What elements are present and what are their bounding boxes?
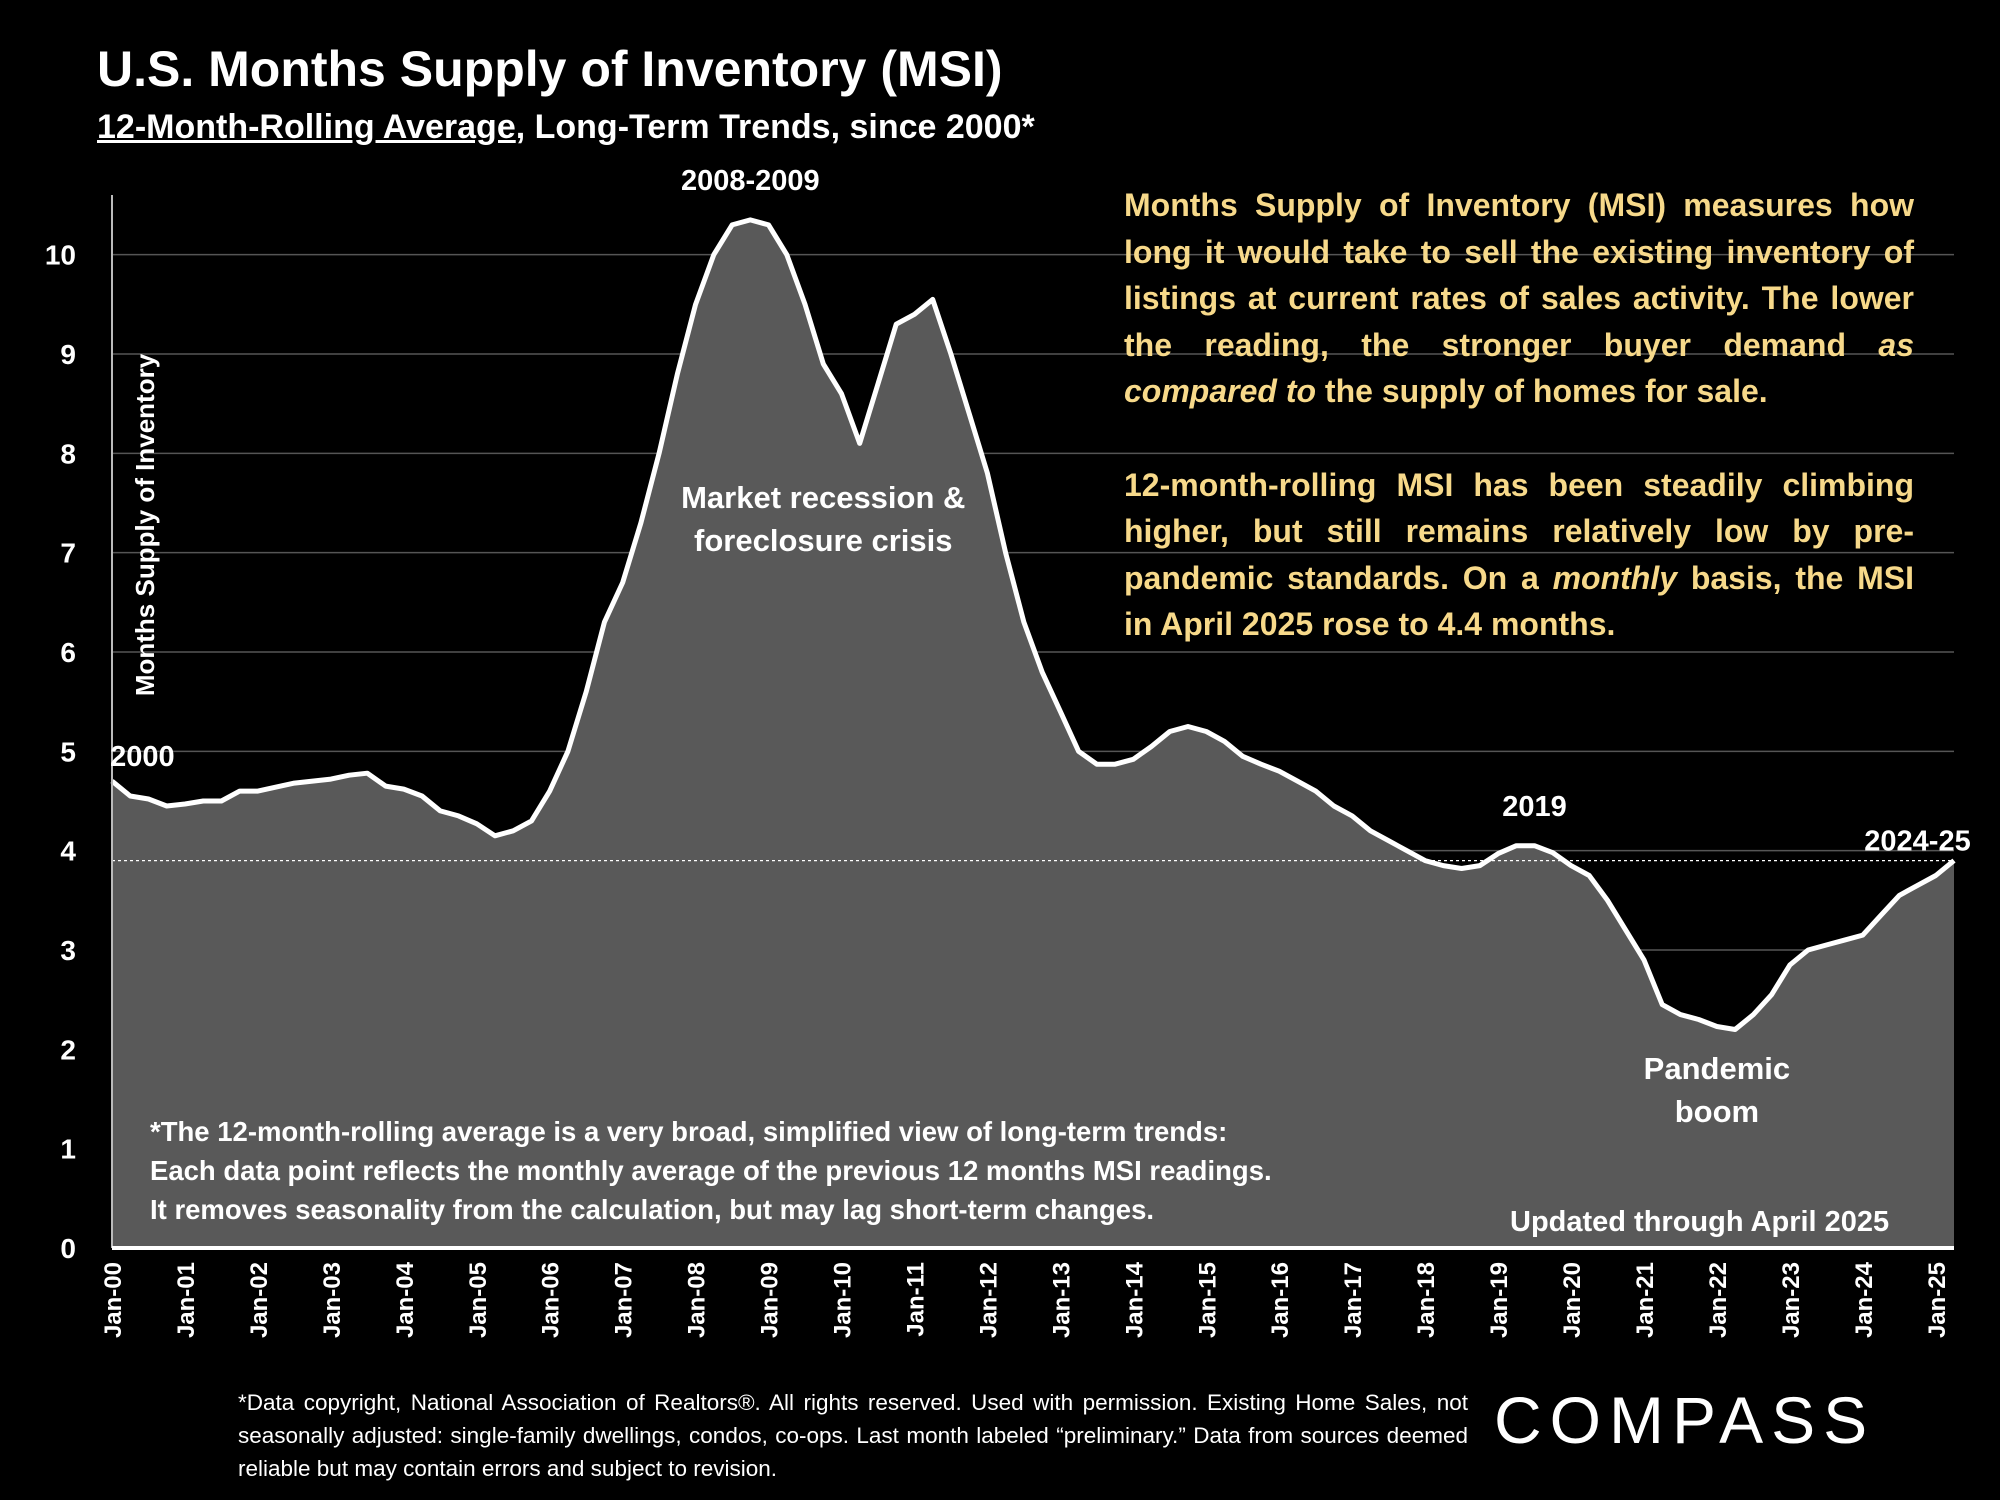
x-tick-label: Jan-21 (1632, 1262, 1659, 1338)
y-tick-label: 0 (60, 1233, 76, 1264)
chart-title: U.S. Months Supply of Inventory (MSI) (97, 41, 1003, 97)
updated-through-label: Updated through April 2025 (1510, 1206, 1890, 1238)
explanation-p1-italic: as compared to (1124, 326, 1914, 410)
x-tick-label: Jan-07 (611, 1262, 638, 1338)
compass-logo: COMPASS (1494, 1383, 1876, 1457)
y-axis-label: Months Supply of Inventory (130, 353, 160, 696)
annotation-label: Pandemic (1644, 1051, 1790, 1086)
chart-subtitle: 12-Month-Rolling Average, Long-Term Tren… (97, 108, 1035, 147)
explanation-p2-b: basis, the MSI in April 2025 rose to 4.4… (1124, 559, 1915, 643)
explanation-p2-italic: monthly (1552, 559, 1678, 596)
explanation-paragraph-1: Months Supply of Inventory (MSI) measure… (1124, 182, 1914, 415)
x-tick-label: Jan-05 (465, 1262, 492, 1338)
footnote-line-1: *The 12-month-rolling average is a very … (150, 1116, 1228, 1147)
x-tick-label: Jan-02 (246, 1262, 273, 1338)
x-tick-label: Jan-22 (1705, 1262, 1732, 1338)
x-tick-label: Jan-25 (1924, 1262, 1951, 1338)
y-tick-label: 4 (60, 836, 76, 867)
explanation-p1-b: the supply of homes for sale. (1316, 373, 1768, 409)
x-tick-label: Jan-12 (975, 1262, 1002, 1338)
footnote-line-3: It removes seasonality from the calculat… (150, 1194, 1155, 1225)
y-tick-label: 8 (60, 438, 76, 469)
x-tick-label: Jan-11 (902, 1262, 929, 1337)
x-tick-label: Jan-23 (1778, 1262, 1805, 1338)
x-tick-label: Jan-14 (1121, 1261, 1148, 1338)
footnote-line-2: Each data point reflects the monthly ave… (150, 1155, 1272, 1186)
y-tick-label: 3 (60, 935, 76, 966)
x-tick-label: Jan-03 (319, 1262, 346, 1338)
x-tick-label: Jan-08 (684, 1262, 711, 1338)
x-tick-label: Jan-09 (757, 1262, 784, 1338)
annotation-label: 2019 (1502, 791, 1567, 823)
msi-line (110, 217, 1956, 1032)
subtitle-rest: , Long-Term Trends, since 2000* (515, 108, 1035, 146)
x-tick-label: Jan-04 (392, 1261, 419, 1338)
x-tick-label: Jan-18 (1413, 1262, 1440, 1338)
y-tick-label: 10 (45, 240, 76, 271)
annotation-label: 2008-2009 (681, 165, 820, 197)
x-tick-label: Jan-19 (1486, 1262, 1513, 1338)
x-tick-label: Jan-06 (538, 1262, 565, 1338)
y-tick-label: 1 (60, 1134, 76, 1165)
x-tick-label: Jan-15 (1194, 1262, 1221, 1338)
explanation-p2-a: 12-month-rolling MSI has been steadily c… (1124, 466, 1914, 596)
y-tick-label: 9 (60, 339, 76, 370)
y-tick-label: 7 (60, 538, 76, 569)
x-tick-label: Jan-24 (1851, 1261, 1878, 1338)
source-note: *Data copyright, National Association of… (238, 1390, 1468, 1481)
x-tick-label: Jan-00 (100, 1262, 127, 1338)
annotation-label: 2000 (110, 741, 175, 773)
explanation-p1-a: Months Supply of Inventory (MSI) measure… (1124, 187, 1914, 363)
subtitle-underlined: 12-Month-Rolling Average (97, 108, 516, 146)
annotation-label: Market recession & (681, 480, 965, 515)
rolling-average-footnote: *The 12-month-rolling average is a very … (150, 1112, 1350, 1229)
annotation-label: boom (1675, 1094, 1759, 1129)
annotation-label: foreclosure crisis (694, 523, 952, 558)
annotation-label: 2024-25 (1864, 826, 1970, 858)
explanation-paragraph-2: 12-month-rolling MSI has been steadily c… (1124, 462, 1914, 648)
y-tick-label: 6 (60, 637, 76, 668)
x-tick-label: Jan-20 (1559, 1262, 1586, 1338)
x-tick-label: Jan-16 (1267, 1262, 1294, 1338)
y-tick-label: 5 (60, 736, 76, 767)
msi-area (112, 219, 1954, 1248)
x-tick-label: Jan-01 (173, 1262, 200, 1338)
x-tick-label: Jan-10 (830, 1262, 857, 1338)
explanation-panel: Months Supply of Inventory (MSI) measure… (1124, 182, 1914, 695)
x-tick-label: Jan-17 (1340, 1262, 1367, 1338)
y-tick-label: 2 (60, 1034, 76, 1065)
x-tick-label: Jan-13 (1048, 1262, 1075, 1338)
